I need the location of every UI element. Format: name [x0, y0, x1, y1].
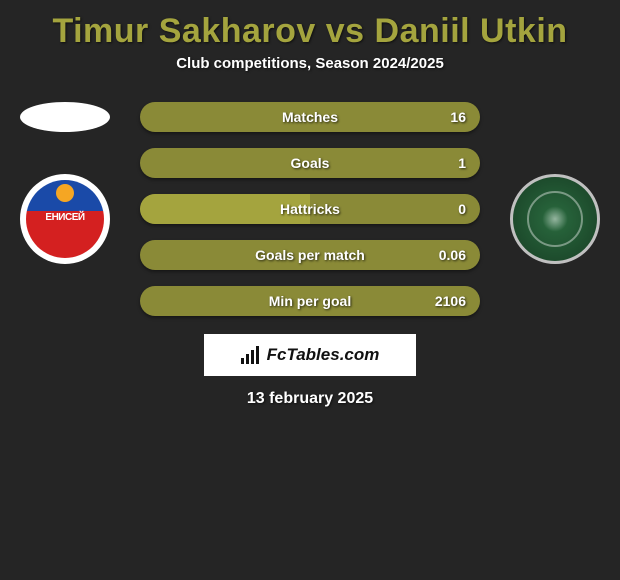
stat-row: Hattricks0	[140, 194, 480, 224]
stat-label: Min per goal	[140, 286, 480, 316]
stat-label: Goals per match	[140, 240, 480, 270]
brand-box: FcTables.com	[202, 332, 418, 378]
stat-right-value: 1	[458, 148, 466, 178]
right-club-badge	[510, 174, 600, 264]
comparison-area: ЕНИСЕЙ Matches16 Goals1 Hattricks0 Goals pe…	[0, 102, 620, 316]
stat-row: Min per goal2106	[140, 286, 480, 316]
stat-right-value: 0.06	[439, 240, 466, 270]
stats-list: Matches16 Goals1 Hattricks0 Goals per match…	[140, 102, 480, 316]
right-player-column	[510, 102, 600, 264]
stat-label: Goals	[140, 148, 480, 178]
stat-right-value: 2106	[435, 286, 466, 316]
subtitle: Club competitions, Season 2024/2025	[0, 55, 620, 72]
left-club-name: ЕНИСЕЙ	[20, 212, 110, 223]
right-flag-ellipse	[510, 102, 600, 132]
bar-chart-icon	[241, 346, 263, 364]
stat-label: Matches	[140, 102, 480, 132]
stat-right-value: 0	[458, 194, 466, 224]
stat-label: Hattricks	[140, 194, 480, 224]
date-text: 13 february 2025	[0, 390, 620, 408]
left-flag-ellipse	[20, 102, 110, 132]
stat-row: Goals1	[140, 148, 480, 178]
left-club-badge: ЕНИСЕЙ	[20, 174, 110, 264]
left-player-column: ЕНИСЕЙ	[20, 102, 110, 264]
page-title: Timur Sakharov vs Daniil Utkin	[0, 0, 620, 55]
brand-text: FcTables.com	[267, 345, 380, 365]
stat-row: Matches16	[140, 102, 480, 132]
stat-row: Goals per match0.06	[140, 240, 480, 270]
stat-right-value: 16	[450, 102, 466, 132]
